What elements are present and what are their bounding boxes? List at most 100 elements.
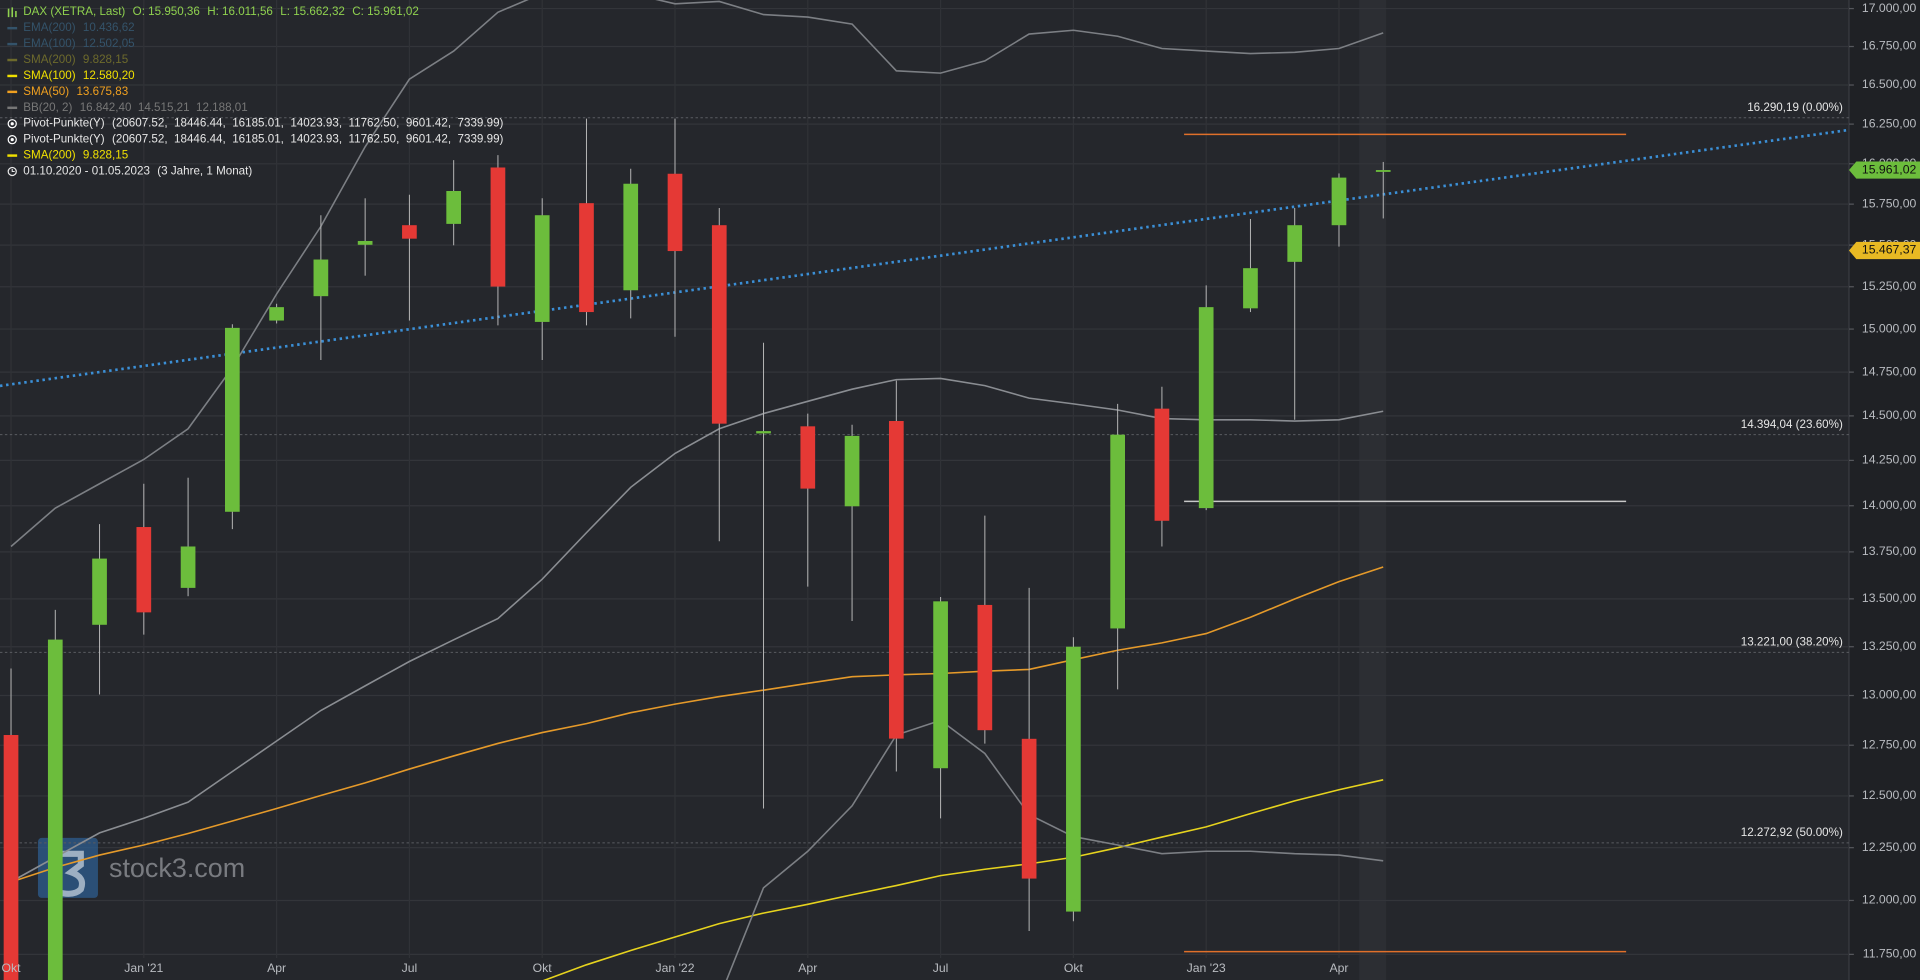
price-tag xyxy=(1848,241,1920,260)
x-tick-label: Okt xyxy=(1,961,21,975)
legend-icon xyxy=(10,122,14,126)
y-tick-label: 15.250,00 xyxy=(1862,279,1917,293)
y-tick-label: 16.250,00 xyxy=(1862,116,1917,130)
y-tick-label: 15.750,00 xyxy=(1862,196,1917,210)
legend-period-duration: (3 Jahre, 1 Monat) xyxy=(157,165,252,178)
legend: DAX (XETRA, Last) O: 15.950,36 H: 16.011,5… xyxy=(7,5,504,178)
grid xyxy=(0,0,1849,958)
trend-line xyxy=(0,128,1849,388)
legend-header-name: DAX (XETRA, Last) xyxy=(23,5,125,18)
candle-body xyxy=(977,604,993,731)
candle-body xyxy=(1110,434,1125,629)
legend-entry: SMA(200) 9.828,15 xyxy=(23,149,128,162)
candle-body xyxy=(490,167,506,287)
price-axis-background xyxy=(1848,0,1920,980)
legend-entry-value: 12.580,20 xyxy=(83,69,135,82)
candle-body xyxy=(136,527,152,613)
y-tick-label: 11.750,00 xyxy=(1863,947,1917,961)
legend-entry-value: (20607.52, 18446.44, 16185.01, 14023.93,… xyxy=(112,117,504,130)
legend-entry: BB(20, 2) 16.842,40 14.515,21 12.188,01 xyxy=(23,101,247,114)
candle-body xyxy=(711,225,727,424)
legend-entry-name: Pivot-Punkte(Y) xyxy=(23,117,105,130)
legend-icon xyxy=(7,134,17,145)
x-tick-label: Jul xyxy=(402,961,418,975)
legend-entry-value: 10.436,62 xyxy=(83,21,135,34)
y-tick-label: 14.750,00 xyxy=(1862,364,1917,378)
legend-entry-value: 13.675,83 xyxy=(76,85,128,98)
legend-entry-name: SMA(200) xyxy=(23,149,75,162)
y-tick-label: 12.750,00 xyxy=(1862,737,1917,751)
y-tick-label: 12.500,00 xyxy=(1862,788,1917,802)
indicator-line xyxy=(10,0,1384,548)
x-tick-label: Jul xyxy=(933,961,949,975)
candle-body xyxy=(1154,408,1170,521)
candle-body xyxy=(47,639,63,980)
legend-entry-name: SMA(50) xyxy=(23,85,69,98)
candle-body xyxy=(92,558,107,625)
y-tick-label: 14.250,00 xyxy=(1862,453,1917,467)
watermark-logo xyxy=(37,837,98,898)
time-axis: Okt Jan '21 Apr Jul Okt Jan '22 Apr Jul Okt Jan '… xyxy=(1,961,1348,975)
legend-entry-value: (20607.52, 18446.44, 16185.01, 14023.93,… xyxy=(112,133,504,146)
candle-body xyxy=(534,215,550,322)
legend-entry: Pivot-Punkte(Y) (20607.52, 18446.44, 1618… xyxy=(23,117,503,130)
y-tick-label: 15.000,00 xyxy=(1862,321,1917,335)
candle-body xyxy=(1331,177,1347,226)
candle-body xyxy=(402,225,417,239)
candle-body xyxy=(357,240,373,245)
legend-entry-value: 16.842,40 14.515,21 12.188,01 xyxy=(80,101,248,114)
y-tick-label: 14.000,00 xyxy=(1862,498,1917,512)
fib-label: 13.221,00 (38.20%) xyxy=(1741,636,1843,649)
legend-entry-name: EMA(200) xyxy=(23,21,75,34)
legend-entry: SMA(100) 12.580,20 xyxy=(23,69,135,82)
candle-body xyxy=(667,173,683,252)
y-tick-label: 13.000,00 xyxy=(1862,688,1917,702)
plot-area xyxy=(0,0,1849,980)
price-tag-label: 15.467,37 xyxy=(1862,243,1917,257)
x-tick-label: Apr xyxy=(798,961,817,975)
candle-body xyxy=(623,183,639,291)
candle-body xyxy=(446,191,462,224)
x-tick-label: Okt xyxy=(533,961,553,975)
legend-header-open: O: 15.950,36 xyxy=(133,5,200,18)
legend-entry: SMA(200) 9.828,15 xyxy=(23,53,128,66)
candle-body xyxy=(933,601,948,769)
legend-period-range: 01.10.2020 - 01.05.2023 xyxy=(23,165,150,178)
price-tag xyxy=(1848,161,1920,179)
legend-icon xyxy=(7,119,17,129)
y-tick-label: 14.500,00 xyxy=(1862,408,1917,422)
legend-icon xyxy=(11,169,15,173)
legend-entry: EMA(100) 12.502,05 xyxy=(23,37,134,50)
fib-label: 14.394,04 (23.60%) xyxy=(1741,418,1843,431)
x-tick-label: Apr xyxy=(267,961,286,975)
current-period-band xyxy=(1359,0,1387,980)
y-tick-label: 12.250,00 xyxy=(1862,840,1917,854)
legend-header-high: H: 16.011,56 xyxy=(207,5,273,18)
candle-body xyxy=(313,259,329,297)
watermark-logo-glyph xyxy=(53,850,86,897)
x-tick-label: Jan '22 xyxy=(655,961,694,975)
candle-body xyxy=(1375,170,1391,172)
plot-background xyxy=(0,0,1849,980)
indicator-line xyxy=(10,566,1384,883)
y-tick-label: 13.750,00 xyxy=(1862,544,1917,558)
legend-icon xyxy=(7,166,17,177)
legend-period: 01.10.2020 - 01.05.2023 (3 Jahre, 1 Monat… xyxy=(23,165,252,178)
fib-label: 16.290,19 (0.00%) xyxy=(1747,101,1843,114)
price-tag-label: 15.961,02 xyxy=(1862,162,1917,176)
candle-body xyxy=(269,307,284,321)
watermark-text: stock3.com xyxy=(109,853,245,883)
candle-body xyxy=(844,435,860,507)
legend-header-low: L: 15.662,32 xyxy=(280,5,345,18)
legend-entry-name: Pivot-Punkte(Y) xyxy=(23,133,105,146)
legend-entry: EMA(200) 10.436,62 xyxy=(23,21,134,34)
x-tick-label: Jan '23 xyxy=(1187,961,1226,975)
y-tick-label: 16.750,00 xyxy=(1862,39,1917,53)
x-tick-label: Jan '21 xyxy=(124,961,163,975)
legend-icon xyxy=(10,138,14,142)
indicator-line xyxy=(542,779,1384,980)
candle-body xyxy=(579,203,594,313)
legend-entry: SMA(50) 13.675,83 xyxy=(23,85,128,98)
